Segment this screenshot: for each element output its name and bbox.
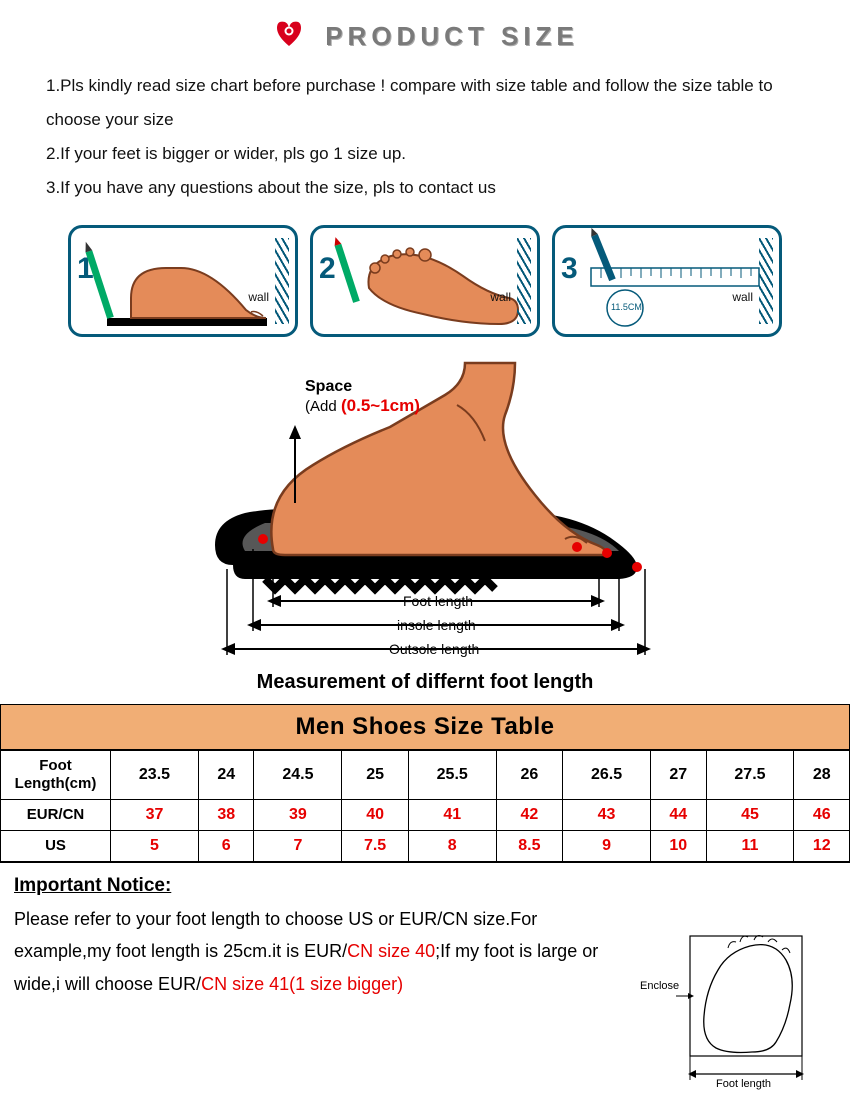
table-row: US 5 6 7 7.5 8 8.5 9 10 11 12 <box>1 831 850 862</box>
table-cell: 46 <box>794 800 850 831</box>
wall-label: wall <box>490 290 511 304</box>
table-cell: 7.5 <box>342 831 408 862</box>
table-cell: 5 <box>111 831 199 862</box>
table-cell: 7 <box>254 831 342 862</box>
table-cell: 12 <box>794 831 850 862</box>
table-cell: 42 <box>496 800 562 831</box>
table-cell: 38 <box>198 800 253 831</box>
step3-illustration-icon <box>555 228 782 337</box>
table-cell: 43 <box>563 800 651 831</box>
table-row: Foot Length(cm) 23.5 24 24.5 25 25.5 26 … <box>1 751 850 800</box>
table-cell: 23.5 <box>111 751 199 800</box>
table-cell: 27.5 <box>706 751 794 800</box>
row-header-eur-cn: EUR/CN <box>1 800 111 831</box>
table-cell: 9 <box>563 831 651 862</box>
foot-outline-sketch: Enclose Foot length <box>666 930 826 1090</box>
diagram-caption: Measurement of differnt foot length <box>0 671 850 694</box>
brand-logo-icon <box>271 18 307 55</box>
table-cell: 37 <box>111 800 199 831</box>
space-label: Space <box>305 378 352 395</box>
table-cell: 24.5 <box>254 751 342 800</box>
sketch-foot-length-label: Foot length <box>716 1078 771 1090</box>
wall-label: wall <box>248 290 269 304</box>
size-table-title: Men Shoes Size Table <box>0 704 850 750</box>
table-cell: 39 <box>254 800 342 831</box>
step-box-2: 2 wall <box>310 225 540 337</box>
intro-text: 1.Pls kindly read size chart before purc… <box>0 69 850 205</box>
table-cell: 27 <box>651 751 706 800</box>
table-row: EUR/CN 37 38 39 40 41 42 43 44 45 46 <box>1 800 850 831</box>
row-header-foot-length: Foot Length(cm) <box>1 751 111 800</box>
space-range: (0.5~1cm) <box>341 396 420 415</box>
step-box-3: 3 11.5CM wall <box>552 225 782 337</box>
table-cell: 24 <box>198 751 253 800</box>
table-cell: 40 <box>342 800 408 831</box>
notice-one-bigger: (1 size bigger) <box>289 974 403 994</box>
table-cell: 28 <box>794 751 850 800</box>
svg-text:Outsole length: Outsole length <box>389 641 479 657</box>
table-cell: 45 <box>706 800 794 831</box>
svg-text:(Add: (Add <box>305 398 337 415</box>
step-box-1: 1 wall <box>68 225 298 337</box>
table-cell: 8 <box>408 831 496 862</box>
divider <box>0 862 850 863</box>
wall-hatch-icon <box>759 238 773 324</box>
table-cell: 41 <box>408 800 496 831</box>
intro-line-2: 2.If your feet is bigger or wider, pls g… <box>46 137 804 171</box>
row-header-us: US <box>1 831 111 862</box>
notice-cn40: CN size 40 <box>347 941 435 961</box>
step2-illustration-icon <box>313 228 540 337</box>
ruler-reading: 11.5CM <box>611 302 642 312</box>
intro-line-3: 3.If you have any questions about the si… <box>46 171 804 205</box>
foot-outline-icon <box>666 930 826 1090</box>
important-notice-body: Please refer to your foot length to choo… <box>0 903 640 1000</box>
notice-cn41: CN size 41 <box>201 974 289 994</box>
intro-line-1: 1.Pls kindly read size chart before purc… <box>46 69 804 137</box>
important-notice-header: Important Notice: <box>14 875 850 897</box>
wall-label: wall <box>732 290 753 304</box>
svg-text:Foot length: Foot length <box>403 593 473 609</box>
size-table: Foot Length(cm) 23.5 24 24.5 25 25.5 26 … <box>0 750 850 862</box>
table-cell: 6 <box>198 831 253 862</box>
measurement-steps: 1 wall 2 wall <box>0 225 850 337</box>
table-cell: 25.5 <box>408 751 496 800</box>
table-cell: 10 <box>651 831 706 862</box>
header-title: PRODUCT SIZE <box>325 21 579 52</box>
table-cell: 8.5 <box>496 831 562 862</box>
table-cell: 26.5 <box>563 751 651 800</box>
wall-hatch-icon <box>517 238 531 324</box>
header: PRODUCT SIZE <box>0 0 850 69</box>
wall-hatch-icon <box>275 238 289 324</box>
table-cell: 44 <box>651 800 706 831</box>
svg-text:insole length: insole length <box>397 617 476 633</box>
step1-illustration-icon <box>71 228 298 337</box>
table-cell: 11 <box>706 831 794 862</box>
table-cell: 26 <box>496 751 562 800</box>
foot-diagram: Space (Add (0.5~1cm) Foot length insole … <box>0 345 850 665</box>
foot-diagram-icon: Space (Add (0.5~1cm) Foot length insole … <box>145 345 705 665</box>
table-cell: 25 <box>342 751 408 800</box>
enclose-label: Enclose <box>640 980 679 992</box>
